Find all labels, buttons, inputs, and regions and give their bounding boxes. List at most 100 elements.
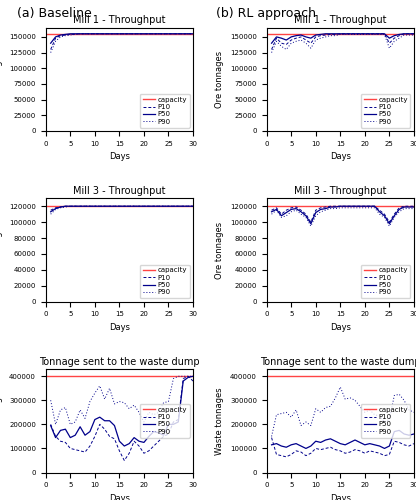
P90 [131,31,136,37]
P50 [338,203,343,209]
P90 [171,376,176,382]
P10 [352,203,357,209]
P10 [181,31,186,37]
P50 [131,434,136,440]
P10 [186,31,191,37]
P90 [107,386,112,392]
P50 [313,32,318,38]
P50 [58,32,63,38]
P50 [372,442,377,448]
P90 [397,392,402,398]
P10 [372,203,377,209]
P90 [127,203,132,209]
Title: Tonnage sent to the waste dump: Tonnage sent to the waste dump [260,357,416,367]
P10 [308,40,313,46]
P10 [367,31,372,37]
P50 [107,203,112,209]
Line: P50: P50 [272,430,414,448]
P90 [274,207,279,213]
capacity [43,373,48,379]
P50 [73,31,78,37]
P10 [63,440,68,446]
P90 [156,31,161,37]
P10 [146,448,151,454]
P10 [328,444,333,450]
P90 [191,373,196,379]
P90 [313,406,318,411]
P90 [63,204,68,210]
P10 [136,443,141,449]
capacity [48,31,53,37]
P90 [294,207,299,213]
P90 [92,31,97,37]
P10 [68,32,73,38]
P90 [102,203,107,209]
P50 [333,31,338,37]
P90 [377,413,382,419]
P50 [82,203,87,209]
Legend: capacity, P10, P50, P90: capacity, P10, P50, P90 [361,264,411,298]
P10 [313,34,318,40]
P50 [171,422,176,428]
Legend: capacity, P10, P50, P90: capacity, P10, P50, P90 [361,94,411,128]
P10 [318,446,323,452]
P50 [127,440,132,446]
P50 [289,34,294,40]
P10 [284,454,289,460]
Y-axis label: Waste tonnages: Waste tonnages [0,387,3,454]
P90 [284,46,289,52]
P50 [87,31,92,37]
P10 [328,203,333,209]
P50 [299,443,304,449]
P10 [107,434,112,440]
P10 [308,219,313,225]
P50 [136,203,141,209]
Line: P90: P90 [51,206,193,214]
P90 [343,396,348,402]
P90 [186,373,191,379]
P90 [333,206,338,212]
P90 [274,38,279,44]
P90 [87,31,92,37]
P50 [323,437,328,443]
P90 [48,50,53,56]
P50 [348,440,353,446]
P50 [382,213,387,219]
P50 [397,32,402,38]
P50 [367,31,372,37]
P90 [367,32,372,38]
P50 [284,444,289,450]
P90 [112,31,117,37]
P90 [294,38,299,44]
P50 [151,428,156,434]
P50 [63,32,68,38]
P10 [53,434,58,440]
capacity [269,203,274,209]
Line: P90: P90 [272,34,414,52]
P50 [176,203,181,209]
P10 [357,203,362,209]
P10 [382,452,387,458]
P10 [289,452,294,458]
P90 [92,390,97,396]
P10 [313,446,318,452]
P50 [186,374,191,380]
P10 [323,204,328,210]
P50 [131,31,136,37]
P50 [328,31,333,37]
Text: (b) RL approach: (b) RL approach [216,8,316,20]
P50 [313,210,318,216]
P90 [323,404,328,410]
P50 [141,440,146,446]
P50 [357,203,362,209]
P50 [166,31,171,37]
P10 [131,438,136,444]
P90 [53,206,58,212]
P50 [112,203,117,209]
P10 [82,31,87,37]
P10 [171,203,176,209]
P50 [406,31,411,37]
P10 [78,31,83,37]
P10 [68,446,73,452]
P50 [269,209,274,215]
